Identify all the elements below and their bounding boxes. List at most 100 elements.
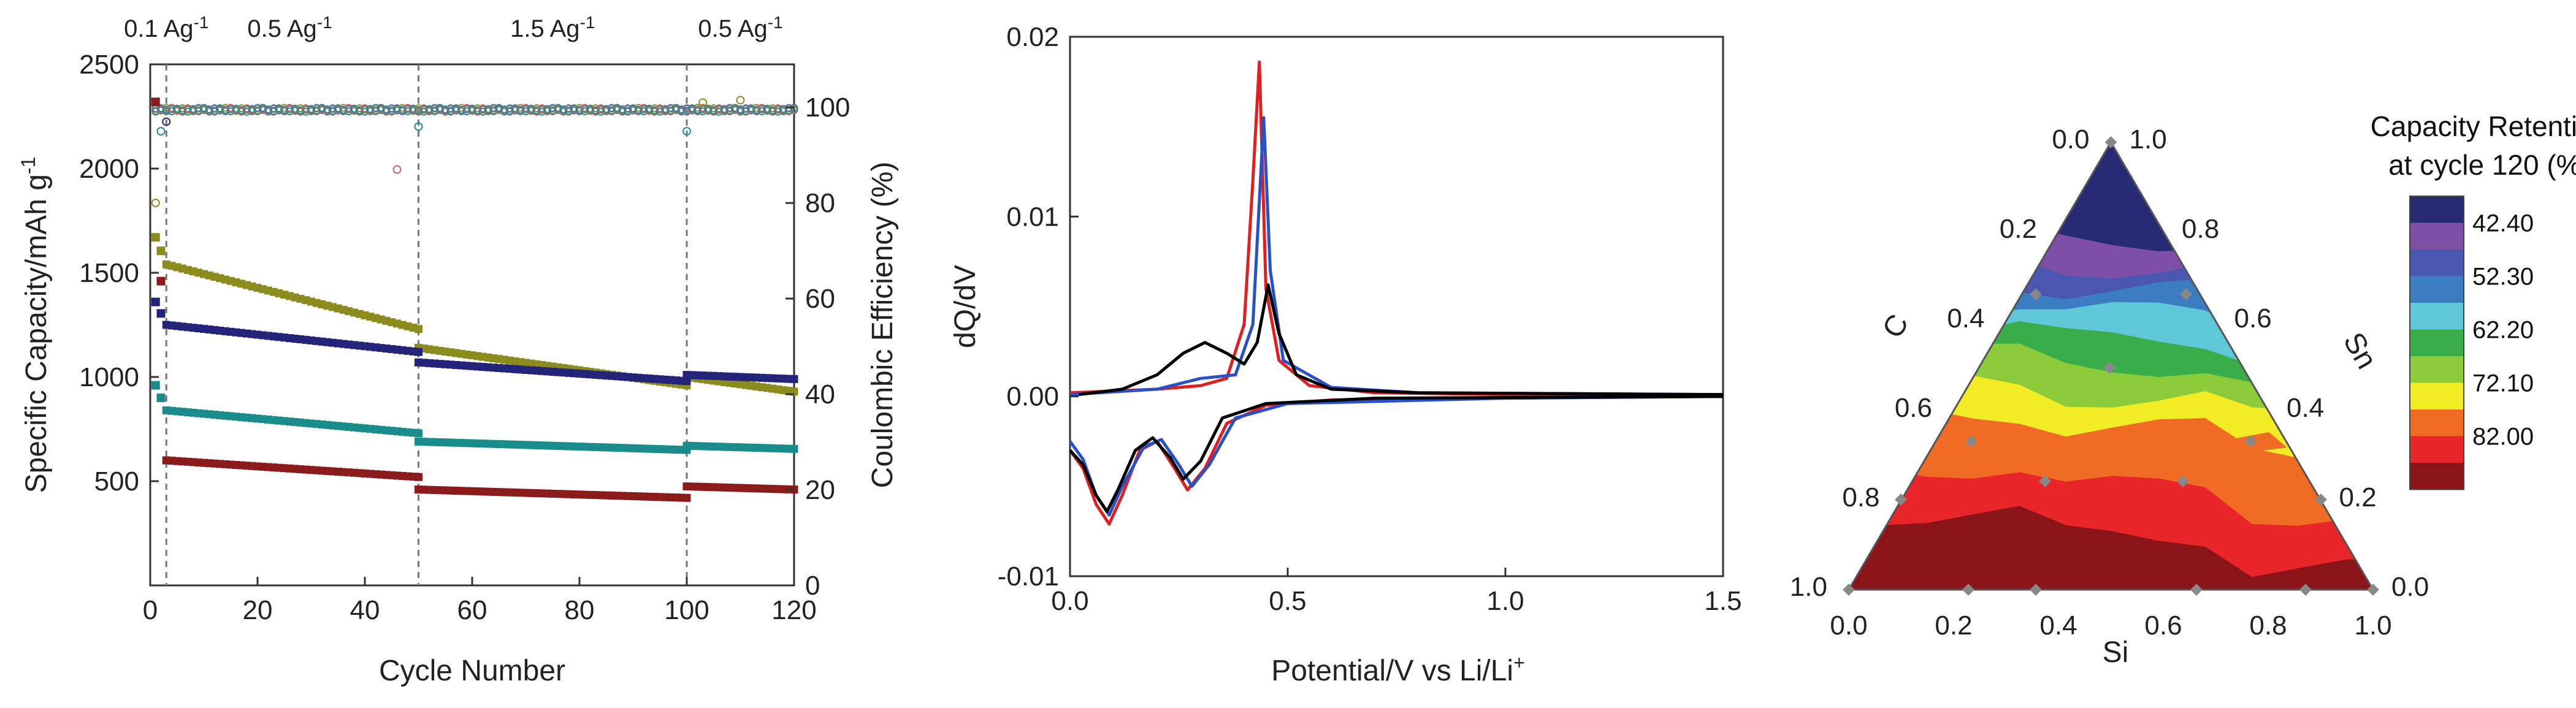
sample-point-7 xyxy=(2177,475,2189,487)
chart2-xlabel-text: Potential/V vs Li/Li xyxy=(1271,655,1513,687)
ce-outlier-4 xyxy=(414,122,423,131)
rate-label-3: 0.5 Ag-1 xyxy=(698,13,782,42)
chart2-ytick-0: -0.01 xyxy=(998,561,1059,592)
ternary-right-tick-2: 0.4 xyxy=(2287,393,2324,423)
ternary-right-tick-1: 0.2 xyxy=(2339,482,2377,512)
sample-point-10 xyxy=(2030,584,2042,596)
ternary-left-tick-5: 0.0 xyxy=(2052,124,2089,154)
chart1-xtick-6: 120 xyxy=(771,595,816,625)
capacity-series-3-seg-1-point-100 xyxy=(682,493,691,502)
ternary-bottom-tick-5: 1.0 xyxy=(2354,611,2391,641)
sample-point-3 xyxy=(1965,435,1978,447)
capacity-series-1-seg-0-point-50 xyxy=(415,348,422,356)
sample-point-9 xyxy=(1962,584,1974,596)
chart1-ytick-right-3: 60 xyxy=(805,284,835,314)
sample-point-1 xyxy=(2030,288,2042,300)
rate-label-1-text: 0.5 Ag xyxy=(247,15,316,42)
chart1-ytick-left-4: 2500 xyxy=(79,50,139,80)
sample-point-12 xyxy=(2299,584,2312,596)
dqdv-series-2-charge-line xyxy=(1078,283,1724,397)
chart2-ytick-1: 0.00 xyxy=(1006,382,1059,412)
sample-point-15 xyxy=(2315,493,2327,506)
capacity-series-3-point-2 xyxy=(156,276,166,286)
chart1-ylabel-left: Specific Capacity/mAh g-1 xyxy=(17,157,53,493)
chart1-xtick-2: 40 xyxy=(350,595,380,625)
capacity-series-3-first-point xyxy=(151,97,160,107)
ce-outlier-5 xyxy=(682,127,691,136)
rate-label-1: 0.5 Ag-1 xyxy=(247,13,332,42)
capacity-series-0-point-2 xyxy=(156,246,166,256)
rate-label-2-text: 1.5 Ag xyxy=(510,15,579,42)
legend-title-line1: Capacity Retention xyxy=(2371,110,2576,142)
sample-point-11 xyxy=(2190,584,2203,596)
legend-title-line2: at cycle 120 (%) xyxy=(2388,149,2576,181)
sample-point-0 xyxy=(2104,136,2117,148)
legend-swatch-10 xyxy=(2410,463,2464,490)
sample-point-5 xyxy=(2244,435,2257,447)
dqdv-series-0-discharge-line xyxy=(1068,395,1724,526)
legend-label-3: 72.10 xyxy=(2472,370,2534,397)
chart1-ytick-right-4: 80 xyxy=(805,188,835,218)
chart1-plot-frame xyxy=(149,63,795,587)
sample-point-8 xyxy=(1843,584,1855,596)
coulombic-efficiency-points xyxy=(151,96,798,208)
ce-outlier-3 xyxy=(392,165,402,174)
capacity-points xyxy=(151,97,798,502)
ternary-left-tick-1: 0.8 xyxy=(1842,482,1879,512)
capacity-series-2-seg-0-point-50 xyxy=(415,429,422,438)
legend-swatch-4 xyxy=(2410,303,2464,330)
legend-swatch-6 xyxy=(2410,356,2464,384)
chart1-ytick-right-1: 20 xyxy=(805,475,835,505)
sample-point-4 xyxy=(2103,362,2115,374)
rate-label-0-text: 0.1 Ag xyxy=(124,15,193,42)
sample-point-13 xyxy=(2367,584,2379,596)
capacity-series-3-seg-0-point-50 xyxy=(415,473,422,481)
chart2-xtick-2: 1.0 xyxy=(1486,586,1524,616)
capacity-series-2-first-point xyxy=(151,381,160,390)
rate-label-0-sup: -1 xyxy=(194,13,209,32)
chart1-ytick-right-5: 100 xyxy=(805,93,850,123)
chart1-ylabel-left-text: Specific Capacity/mAh g xyxy=(20,174,53,493)
chart2-plot-frame xyxy=(1069,36,1724,577)
legend-swatch-1 xyxy=(2410,223,2464,250)
rate-label-0: 0.1 Ag-1 xyxy=(124,13,208,42)
sample-point-14 xyxy=(1895,493,1907,506)
chart1-ytick-left-0: 500 xyxy=(94,466,139,497)
rate-dividers xyxy=(165,64,688,585)
rate-label-3-sup: -1 xyxy=(768,13,783,32)
ternary-right-label: Sn xyxy=(2337,327,2383,375)
chart2-xlabel: Potential/V vs Li/Li+ xyxy=(1271,652,1525,687)
ce-outlier-1 xyxy=(156,127,166,136)
color-legend: Capacity Retention at cycle 120 (%) 42.4… xyxy=(2371,110,2576,490)
chart1-ytick-left-1: 1000 xyxy=(79,362,139,392)
chart2-xtick-3: 1.5 xyxy=(1704,586,1741,616)
rate-label-2: 1.5 Ag-1 xyxy=(510,13,595,42)
legend-swatch-2 xyxy=(2410,249,2464,277)
sample-point-2 xyxy=(2180,288,2192,300)
capacity-series-1-seg-2-point-120 xyxy=(790,375,798,383)
ternary-bottom-tick-2: 0.4 xyxy=(2039,611,2077,641)
capacity-series-1-point-2 xyxy=(156,309,166,318)
ternary-right-tick-4: 0.8 xyxy=(2182,214,2219,244)
ternary-bottom-tick-3: 0.6 xyxy=(2144,611,2182,641)
capacity-series-0-first-point xyxy=(151,233,160,242)
dqdv-chart: 0.0 0.5 1.0 1.5 -0.01 0.00 0.01 0.02 Potential/… xyxy=(949,22,1742,687)
capacity-series-2-point-2 xyxy=(156,394,166,402)
capacity-series-0-seg-0-point-50 xyxy=(415,325,422,333)
rate-labels: 0.1 Ag-1 0.5 Ag-1 1.5 Ag-1 0.5 Ag-1 xyxy=(124,13,783,42)
chart2-ylabel: dQ/dV xyxy=(949,265,982,348)
legend-label-0: 42.40 xyxy=(2472,210,2534,237)
dqdv-curves xyxy=(1068,60,1724,526)
ternary-frame xyxy=(1847,140,2375,591)
legend-swatch-8 xyxy=(2410,409,2464,437)
chart1-ytick-right-2: 40 xyxy=(805,379,835,409)
sample-points xyxy=(1843,136,2379,596)
ternary-bottom-label: Si xyxy=(2103,636,2129,669)
legend-label-1: 52.30 xyxy=(2472,264,2534,291)
ternary-contour-chart: 0.0 0.2 0.4 0.6 0.8 1.0 1.0 0.8 0.6 0.4 0.2 0.0 0.0 0… xyxy=(1790,110,2576,669)
chart2-xtick-0: 0.0 xyxy=(1051,586,1088,616)
chart2-xlabel-sup: + xyxy=(1513,652,1525,674)
legend-swatch-7 xyxy=(2410,383,2464,410)
legend-label-2: 62.20 xyxy=(2472,317,2534,344)
